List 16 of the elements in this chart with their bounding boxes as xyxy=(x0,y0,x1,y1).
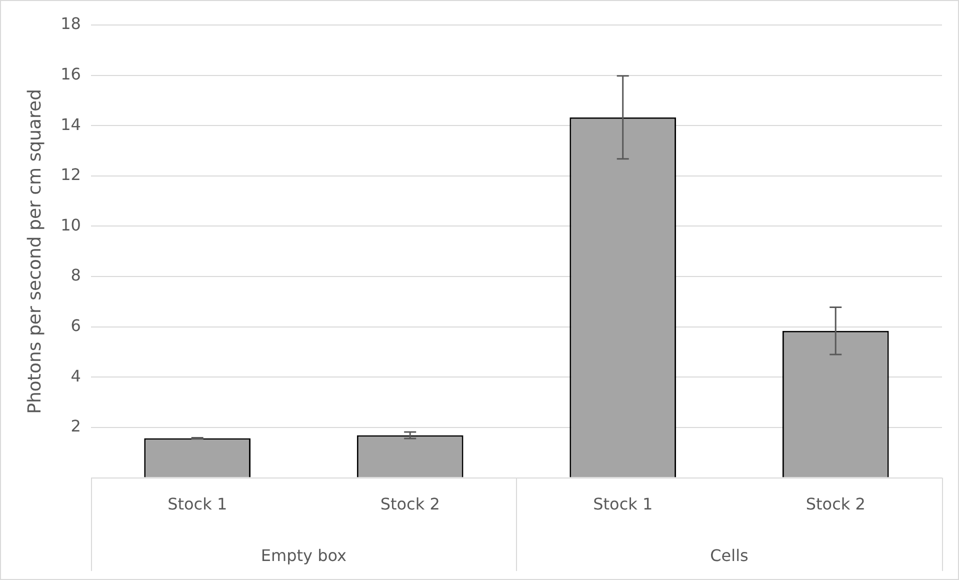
x-tick-label: Stock 2 xyxy=(380,494,440,514)
y-tick-label: 6 xyxy=(70,316,81,336)
y-tick-label: 10 xyxy=(60,215,81,234)
y-axis-title: Photons per second per cm squared xyxy=(24,88,46,414)
x-tick-label: Stock 1 xyxy=(168,494,228,514)
y-tick-label: 16 xyxy=(60,64,81,84)
y-tick-label: 4 xyxy=(70,366,81,386)
y-tick-label: 12 xyxy=(60,165,81,184)
text: Cells xyxy=(710,546,748,566)
x-tick-label: Stock 2 xyxy=(806,494,866,514)
text: Empty box xyxy=(260,546,347,566)
y-tick-label: 14 xyxy=(60,114,81,134)
y-tick-label: 8 xyxy=(70,266,81,285)
y-tick-label: 18 xyxy=(60,14,81,34)
y-tick-label: 2 xyxy=(70,416,81,436)
x-tick-label: Stock 1 xyxy=(593,494,653,514)
